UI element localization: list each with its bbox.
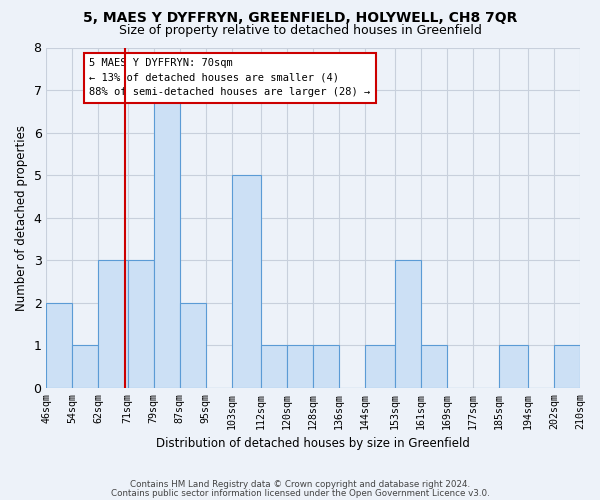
Bar (395, 260, 421, 388)
Bar (232, 175, 261, 388)
Text: 5 MAES Y DYFFRYN: 70sqm
← 13% of detached houses are smaller (4)
88% of semi-det: 5 MAES Y DYFFRYN: 70sqm ← 13% of detache… (89, 58, 370, 98)
Bar (365, 346, 395, 388)
Text: 5, MAES Y DYFFRYN, GREENFIELD, HOLYWELL, CH8 7QR: 5, MAES Y DYFFRYN, GREENFIELD, HOLYWELL,… (83, 11, 517, 25)
Bar (46, 302, 73, 388)
Bar (421, 346, 446, 388)
Text: Size of property relative to detached houses in Greenfield: Size of property relative to detached ho… (119, 24, 481, 37)
Bar (261, 346, 287, 388)
Bar (287, 346, 313, 388)
Bar (499, 346, 528, 388)
Bar (154, 90, 180, 388)
Bar (98, 260, 128, 388)
Y-axis label: Number of detached properties: Number of detached properties (15, 124, 28, 310)
Text: Contains public sector information licensed under the Open Government Licence v3: Contains public sector information licen… (110, 489, 490, 498)
X-axis label: Distribution of detached houses by size in Greenfield: Distribution of detached houses by size … (156, 437, 470, 450)
Bar (313, 346, 339, 388)
Bar (128, 260, 154, 388)
Bar (554, 346, 580, 388)
Bar (73, 346, 98, 388)
Text: Contains HM Land Registry data © Crown copyright and database right 2024.: Contains HM Land Registry data © Crown c… (130, 480, 470, 489)
Bar (180, 302, 206, 388)
